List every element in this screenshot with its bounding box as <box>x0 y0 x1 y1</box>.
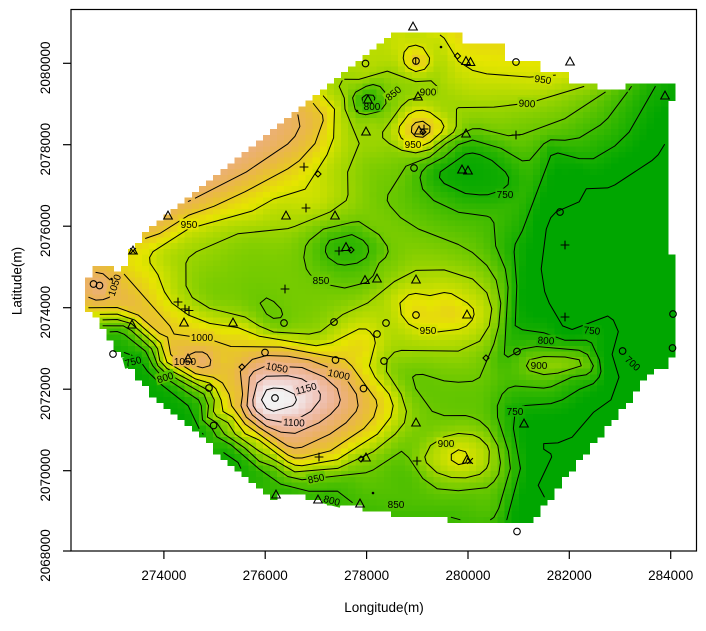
svg-text:2068000: 2068000 <box>38 529 53 582</box>
svg-text:284000: 284000 <box>648 568 693 583</box>
svg-text:850: 850 <box>307 472 326 486</box>
svg-text:276000: 276000 <box>243 568 288 583</box>
svg-text:2072000: 2072000 <box>38 367 53 420</box>
svg-text:950: 950 <box>181 220 198 231</box>
svg-text:274000: 274000 <box>141 568 186 583</box>
svg-text:950: 950 <box>534 74 552 87</box>
svg-text:800: 800 <box>156 370 176 386</box>
svg-text:2076000: 2076000 <box>38 204 53 257</box>
svg-text:1100: 1100 <box>283 417 305 429</box>
svg-text:950: 950 <box>405 140 422 151</box>
svg-text:750: 750 <box>507 407 524 418</box>
svg-text:1050: 1050 <box>265 361 289 376</box>
svg-text:2074000: 2074000 <box>38 286 53 339</box>
svg-text:2080000: 2080000 <box>38 42 53 95</box>
svg-text:850: 850 <box>313 276 330 287</box>
svg-text:750: 750 <box>497 190 514 201</box>
svg-text:280000: 280000 <box>445 568 490 583</box>
svg-text:1000: 1000 <box>191 333 214 344</box>
svg-text:800: 800 <box>537 336 555 348</box>
svg-text:1150: 1150 <box>295 381 319 397</box>
svg-text:900: 900 <box>420 88 437 99</box>
svg-text:Latitude(m): Latitude(m) <box>10 247 25 315</box>
svg-text:750: 750 <box>583 325 601 337</box>
svg-text:282000: 282000 <box>547 568 592 583</box>
svg-text:278000: 278000 <box>344 568 389 583</box>
svg-text:900: 900 <box>518 99 536 111</box>
svg-text:750: 750 <box>124 355 143 370</box>
svg-text:950: 950 <box>420 326 437 337</box>
svg-text:Longitude(m): Longitude(m) <box>344 600 424 615</box>
svg-text:900: 900 <box>531 361 548 372</box>
svg-text:2078000: 2078000 <box>38 123 53 176</box>
svg-text:2070000: 2070000 <box>38 449 53 502</box>
svg-text:800: 800 <box>364 102 381 113</box>
svg-text:900: 900 <box>438 439 455 450</box>
svg-text:1000: 1000 <box>327 368 351 383</box>
svg-text:850: 850 <box>388 500 405 511</box>
svg-text:800: 800 <box>322 494 341 509</box>
